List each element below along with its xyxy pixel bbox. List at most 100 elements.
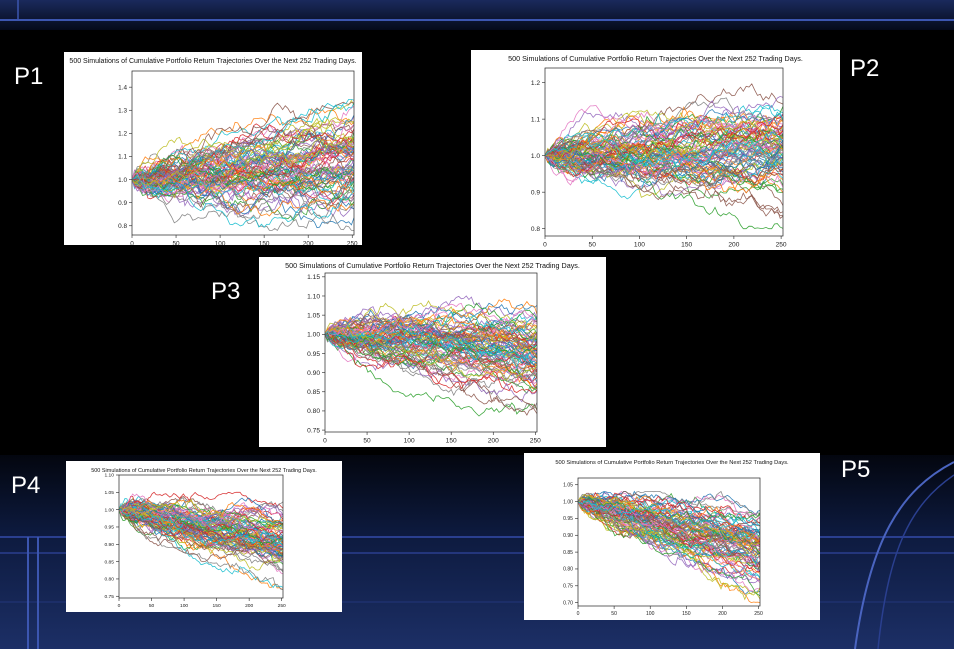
panel-label-p1: P1 xyxy=(14,63,44,90)
chart-svg: 500 Simulations of Cumulative Portfolio … xyxy=(91,468,317,609)
chart-title: 500 Simulations of Cumulative Portfolio … xyxy=(508,54,803,63)
simulation-line xyxy=(545,146,783,180)
simulation-line xyxy=(325,313,537,350)
y-tick-label: 1.00 xyxy=(563,499,573,505)
y-tick-label: 1.1 xyxy=(118,154,127,161)
chart-svg: 500 Simulations of Cumulative Portfolio … xyxy=(69,58,358,245)
simulation-line xyxy=(132,138,354,184)
y-tick-label: 0.85 xyxy=(307,389,320,396)
panel-label-p5: P5 xyxy=(841,456,871,483)
x-tick-label: 100 xyxy=(646,611,655,617)
x-tick-label: 100 xyxy=(634,242,645,249)
chart-title: 500 Simulations of Cumulative Portfolio … xyxy=(69,58,356,65)
y-tick-label: 1.00 xyxy=(104,507,114,513)
simulation-line xyxy=(578,498,760,546)
simulation-line xyxy=(578,495,760,601)
y-tick-label: 1.05 xyxy=(563,483,573,489)
simulation-line xyxy=(578,501,760,579)
simulation-line xyxy=(132,137,354,184)
simulation-line xyxy=(578,500,760,529)
simulation-line xyxy=(132,157,354,200)
y-tick-label: 1.10 xyxy=(104,473,114,479)
panel-label-p2: P2 xyxy=(850,55,880,82)
simulation-line xyxy=(132,117,354,180)
x-tick-label: 50 xyxy=(611,611,617,617)
simulation-line xyxy=(132,154,354,189)
x-tick-label: 200 xyxy=(303,240,314,245)
chart-panel-p4: 500 Simulations of Cumulative Portfolio … xyxy=(66,461,342,612)
plot-frame xyxy=(324,272,538,433)
x-tick-label: 50 xyxy=(589,242,597,249)
simulation-line xyxy=(325,324,537,381)
simulation-line xyxy=(119,503,283,552)
y-tick-label: 1.4 xyxy=(118,84,127,91)
simulation-line xyxy=(132,141,354,188)
x-tick-label: 100 xyxy=(404,438,415,445)
top-banner xyxy=(0,0,954,30)
trajectory-group xyxy=(545,83,783,230)
x-tick-label: 250 xyxy=(347,240,358,245)
simulation-line xyxy=(545,122,783,166)
y-tick-label: 0.80 xyxy=(307,408,320,415)
simulation-line xyxy=(119,509,283,590)
trajectory-group xyxy=(578,490,760,604)
x-tick-label: 150 xyxy=(213,603,221,609)
simulation-line xyxy=(132,179,354,231)
simulation-line xyxy=(132,174,354,228)
x-tick-label: 250 xyxy=(754,611,763,617)
y-tick-label: 1.0 xyxy=(531,153,540,160)
simulation-line xyxy=(545,117,783,162)
y-tick-label: 0.90 xyxy=(307,370,320,377)
y-tick-label: 0.8 xyxy=(531,226,540,233)
simulation-line xyxy=(325,302,537,349)
simulation-line xyxy=(578,499,760,542)
y-tick-label: 1.2 xyxy=(531,80,540,87)
simulation-line xyxy=(325,302,537,341)
x-tick-label: 0 xyxy=(130,240,134,245)
simulation-line xyxy=(545,153,783,193)
simulation-line xyxy=(325,331,537,394)
trajectory-group xyxy=(132,99,354,231)
simulation-line xyxy=(119,493,283,532)
simulation-line xyxy=(132,146,354,189)
y-tick-label: 0.9 xyxy=(118,200,127,207)
simulation-line xyxy=(545,126,783,157)
simulation-line xyxy=(119,509,283,542)
simulation-line xyxy=(545,135,783,194)
x-tick-label: 0 xyxy=(323,438,327,445)
simulation-line xyxy=(545,151,783,190)
simulation-line xyxy=(325,332,537,359)
simulation-line xyxy=(325,325,537,354)
x-tick-label: 200 xyxy=(245,603,253,609)
trajectory-group xyxy=(119,491,283,590)
x-tick-label: 200 xyxy=(718,611,727,617)
y-tick-label: 0.80 xyxy=(104,577,114,583)
chart-svg: 500 Simulations of Cumulative Portfolio … xyxy=(285,261,580,445)
simulation-line xyxy=(325,311,537,342)
x-tick-label: 50 xyxy=(363,438,371,445)
simulation-line xyxy=(119,509,283,551)
chart-panel-p1: 500 Simulations of Cumulative Portfolio … xyxy=(64,52,362,245)
simulation-line xyxy=(545,140,783,217)
x-tick-label: 150 xyxy=(259,240,270,245)
x-tick-label: 150 xyxy=(682,611,691,617)
y-tick-label: 0.9 xyxy=(531,189,540,196)
y-tick-label: 0.95 xyxy=(563,516,573,522)
simulation-line xyxy=(119,505,283,546)
x-tick-label: 200 xyxy=(728,242,739,249)
chart-panel-p3: 500 Simulations of Cumulative Portfolio … xyxy=(259,257,606,447)
simulation-line xyxy=(578,501,760,565)
simulation-line xyxy=(325,326,537,381)
simulation-line xyxy=(578,501,760,538)
x-tick-label: 0 xyxy=(118,603,121,609)
x-tick-label: 0 xyxy=(577,611,580,617)
simulation-line xyxy=(545,135,783,159)
chart-svg: 500 Simulations of Cumulative Portfolio … xyxy=(555,460,789,617)
simulation-line xyxy=(325,334,537,370)
plot-frame xyxy=(544,67,784,237)
plot-frame xyxy=(118,474,284,599)
simulation-line xyxy=(578,494,760,551)
y-tick-label: 1.05 xyxy=(307,312,320,319)
simulation-line xyxy=(119,499,283,531)
y-tick-label: 0.85 xyxy=(104,559,114,565)
